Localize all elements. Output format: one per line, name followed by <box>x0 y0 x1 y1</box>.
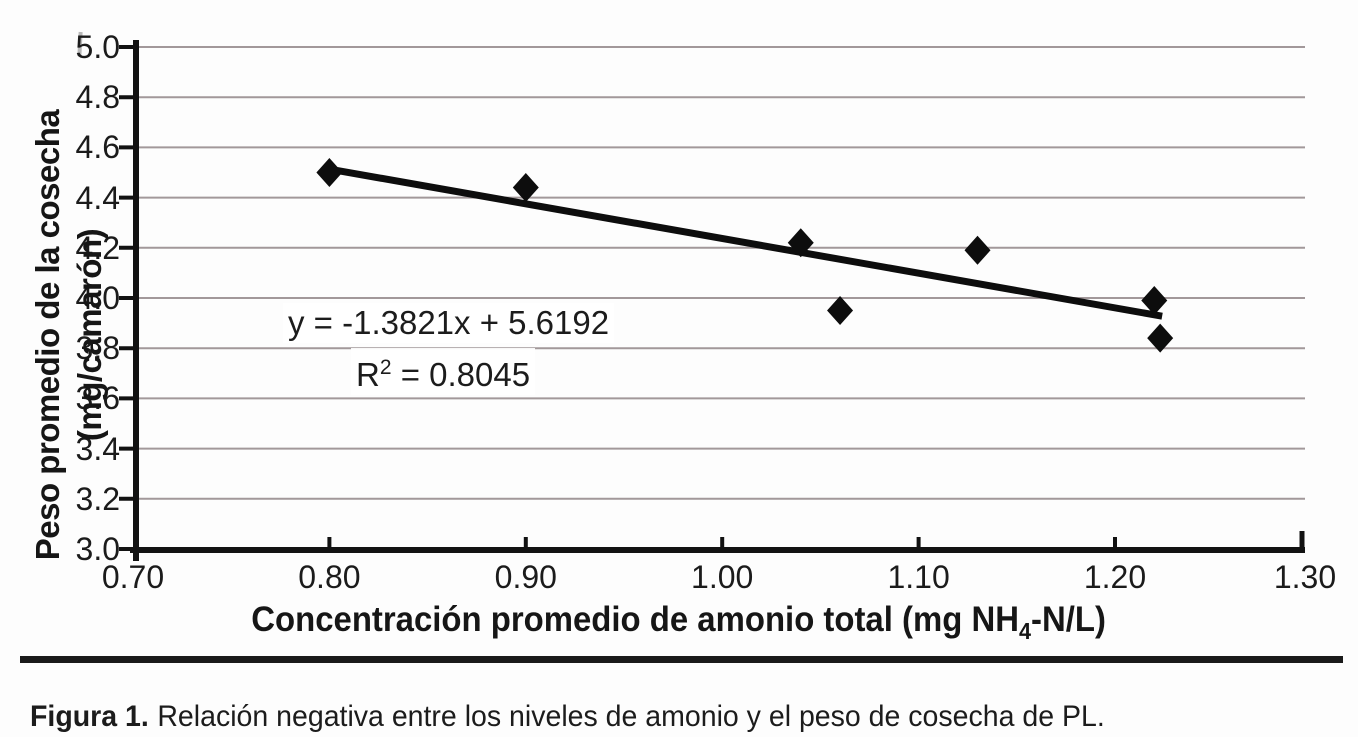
x-tick-label: 1.10 <box>887 559 950 595</box>
figure-caption: Figura 1. Relación negativa entre los niv… <box>30 700 1105 734</box>
y-tick-label: 5.0 <box>75 29 120 65</box>
data-point-diamond <box>1141 286 1168 316</box>
divider-rule <box>20 656 1343 663</box>
x-tick-label: 1.20 <box>1083 559 1147 595</box>
y-tick-label: 3.2 <box>75 480 120 517</box>
data-point-diamond <box>512 173 539 203</box>
x-tick-label: 1.30 <box>1273 559 1337 595</box>
y-tick-label: 3.4 <box>75 430 120 467</box>
trendline-equation: y = -1.3821x + 5.6192 R2 = 0.8045 <box>283 303 615 395</box>
data-point-diamond <box>1147 323 1174 353</box>
data-point-diamond <box>316 158 343 187</box>
x-tick-label: 0.90 <box>494 559 557 595</box>
caption-label: Figura 1. <box>30 700 149 733</box>
y-tick-label: 3.6 <box>75 380 120 417</box>
y-tick-label: 4.0 <box>75 280 120 316</box>
y-tick-label: 4.8 <box>75 79 120 116</box>
x-tick-label: 0.80 <box>298 559 361 595</box>
x-tick-label: 0.70 <box>101 559 165 595</box>
data-point-diamond <box>964 235 991 265</box>
y-tick-label: 3.0 <box>75 531 120 567</box>
r-squared-text: R2 = 0.8045 <box>351 348 536 395</box>
y-tick-label: 4.2 <box>75 229 120 266</box>
data-point-diamond <box>787 228 814 258</box>
y-axis-title-line1: Peso promedio de la cosecha <box>29 109 66 561</box>
data-point-diamond <box>827 296 854 326</box>
y-tick-label: 4.4 <box>75 179 120 216</box>
x-tick-label: 1.00 <box>691 559 754 595</box>
y-axis-title-line2: (mg/camarón) <box>71 228 108 442</box>
trendline <box>324 164 1163 320</box>
equation-text: y = -1.3821x + 5.6192 <box>283 303 615 343</box>
x-axis-title: Concentración promedio de amonio total (… <box>251 600 1107 644</box>
caption-text: Relación negativa entre los niveles de a… <box>157 700 1105 733</box>
y-axis-title: Peso promedio de la cosecha (mg/camarón) <box>27 75 113 595</box>
plot-canvas <box>119 40 1305 561</box>
y-tick-label: 3.8 <box>75 330 120 367</box>
y-tick-label: 4.6 <box>75 129 120 166</box>
